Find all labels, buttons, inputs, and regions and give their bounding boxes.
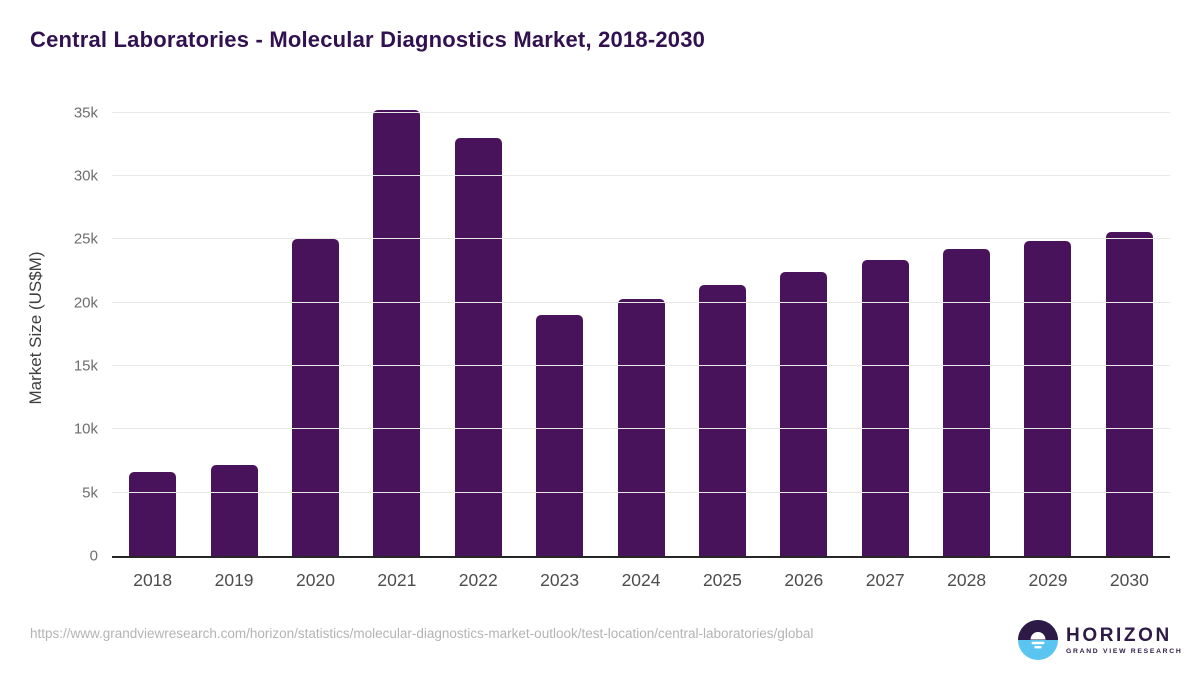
gridline-35k [112,111,1170,113]
bar-slot-2022 [438,100,519,556]
bar-2026[interactable] [780,272,828,556]
bar-2018[interactable] [129,472,177,556]
bar-2027[interactable] [861,259,909,556]
gridline-25k [112,238,1170,240]
xtick-label-2029: 2029 [1028,570,1068,590]
brand-logo: HORIZON GRAND VIEW RESEARCH [1018,620,1183,660]
xtick-label-2028: 2028 [947,570,987,590]
bar-slot-2021 [356,100,437,556]
bar-2025[interactable] [698,284,746,556]
ytick-label-15k: 15k [73,357,98,375]
bar-2020[interactable] [291,239,339,556]
gridline-5k [112,491,1170,493]
bar-slot-2029 [1007,100,1088,556]
bar-slot-2027 [845,100,926,556]
bar-slot-2026 [763,100,844,556]
bar-2022[interactable] [454,138,502,556]
gridline-10k [112,428,1170,430]
xtick-label-2023: 2023 [540,570,580,590]
logo-subtitle: GRAND VIEW RESEARCH [1066,647,1183,655]
bar-slot-2028 [926,100,1007,556]
bars-row [112,100,1170,556]
bar-2029[interactable] [1024,240,1072,556]
xtick-label-2027: 2027 [865,570,905,590]
ytick-label-35k: 35k [73,104,98,122]
chart-title: Central Laboratories - Molecular Diagnos… [30,27,706,52]
ytick-label-5k: 5k [82,484,98,502]
bar-slot-2018 [112,100,193,556]
logo-text: HORIZON GRAND VIEW RESEARCH [1066,624,1183,655]
ytick-label-0: 0 [89,547,98,565]
bar-2024[interactable] [617,298,665,556]
xtick-label-2020: 2020 [296,570,335,590]
bar-slot-2019 [193,100,274,556]
bar-2030[interactable] [1105,231,1153,556]
horizon-logo-icon [1018,620,1058,660]
bar-slot-2025 [682,100,763,556]
bar-slot-2023 [519,100,600,556]
bar-2028[interactable] [943,249,991,556]
bar-2023[interactable] [536,315,584,556]
xtick-label-2025: 2025 [702,570,742,590]
ytick-label-20k: 20k [73,294,98,312]
xtick-label-2019: 2019 [214,570,254,590]
xtick-label-2024: 2024 [621,570,661,590]
ytick-label-25k: 25k [73,230,98,248]
xtick-label-2021: 2021 [377,570,417,590]
x-axis-labels: 2018 2019 2020 2021 2022 2023 2024 2025 2026 2027… [112,570,1170,591]
bar-2019[interactable] [210,464,258,556]
xtick-label-2022: 2022 [458,570,498,590]
gridline-30k [112,175,1170,176]
source-url: https://www.grandviewresearch.com/horizo… [30,626,814,641]
xtick-label-2026: 2026 [784,570,824,590]
xtick-label-2018: 2018 [133,570,173,590]
logo-name: HORIZON [1066,624,1172,646]
bar-slot-2024 [600,100,681,556]
gridline-15k [112,365,1170,366]
ytick-label-30k: 30k [73,167,98,185]
gridline-20k [112,301,1170,303]
plot-area: 0 5k 10k 15k 20k 25k 30k 35k [74,100,1170,565]
xtick-label-2030: 2030 [1109,570,1149,590]
ytick-label-10k: 10k [73,420,98,438]
bar-slot-2020 [275,100,356,556]
bar-2021[interactable] [373,110,421,556]
bar-slot-2030 [1089,100,1170,556]
